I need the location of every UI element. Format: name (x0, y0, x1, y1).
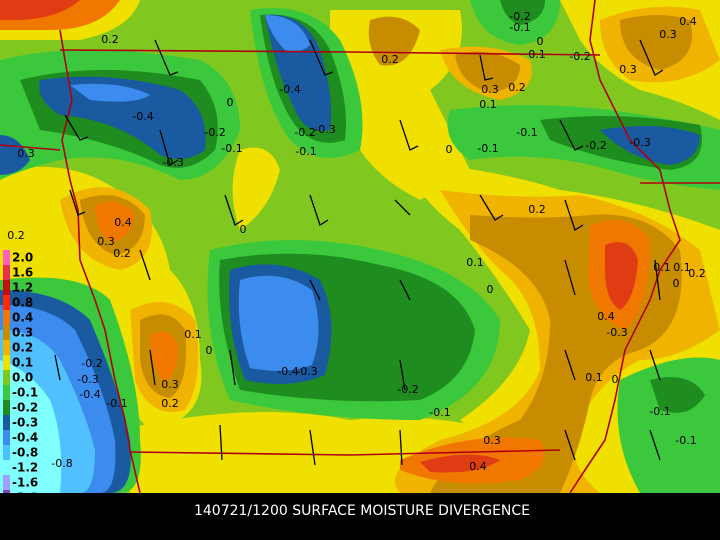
contour-label: -0.1 (221, 142, 242, 155)
legend-swatch (3, 445, 10, 460)
contour-label: 0.2 (528, 203, 546, 216)
legend-swatch (3, 460, 10, 475)
contour-label: -0.3 (296, 365, 317, 378)
contour-label: 0 (612, 373, 619, 386)
contour-label: 0.2 (688, 267, 706, 280)
contour-label: 0.3 (481, 83, 499, 96)
legend-label: -0.4 (12, 431, 38, 445)
legend-swatch (3, 340, 10, 355)
legend-swatch (3, 250, 10, 265)
contour-label: -0.2 (397, 383, 418, 396)
contour-label: 0 (537, 35, 544, 48)
legend-swatch (3, 475, 10, 490)
legend-label: 1.6 (12, 266, 33, 280)
contour-label: 0.4 (597, 310, 615, 323)
contour-label: -0.2 (294, 126, 315, 139)
contour-label: 0 (240, 223, 247, 236)
contour-label: -0.1 (106, 397, 127, 410)
contour-label: -0.2 (569, 50, 590, 63)
contour-label: -0.3 (162, 156, 183, 169)
contour-label: -0.1 (675, 434, 696, 447)
legend-swatch (3, 400, 10, 415)
contour-label: 0.3 (483, 434, 501, 447)
color-legend: 2.01.61.20.80.40.30.20.10.0-0.1-0.2-0.3-… (3, 250, 38, 505)
legend-label: 0.1 (12, 356, 33, 370)
map-title: 140721/1200 SURFACE MOISTURE DIVERGENCE (194, 503, 530, 519)
contour-label: -0.4 (132, 110, 153, 123)
contour-label: -0.3 (606, 326, 627, 339)
legend-label: -0.3 (12, 416, 38, 430)
legend-label: -0.8 (12, 446, 38, 460)
contour-label: -0.2 (509, 10, 530, 23)
contour-label: 0.1 (673, 261, 691, 274)
contour-label: -0.1 (516, 126, 537, 139)
contour-label: 0 (206, 344, 213, 357)
contour-label: -0.1 (649, 405, 670, 418)
legend-swatch (3, 415, 10, 430)
contour-label: -0.4 (79, 388, 100, 401)
contour-label: 0 (487, 283, 494, 296)
legend-swatch (3, 325, 10, 340)
contour-label: 0.3 (17, 147, 35, 160)
legend-label: 0.3 (12, 326, 33, 340)
legend-label: 1.2 (12, 281, 33, 295)
contour-label: 0.3 (619, 63, 637, 76)
legend-swatch (3, 355, 10, 370)
legend-label: 0.4 (12, 311, 33, 325)
contour-labels: -0.2-0.100.1 -0.20.30.30.40.2-0.4-0.4-0.3… (7, 10, 706, 473)
legend-label: -0.2 (12, 401, 38, 415)
contour-label: 0.1 (585, 371, 603, 384)
contour-label: -0.1 (477, 142, 498, 155)
contour-label: -0.3 (314, 123, 335, 136)
legend-swatch (3, 280, 10, 295)
contour-label: 0.2 (7, 229, 25, 242)
legend-swatch (3, 430, 10, 445)
contour-label: -0.1 (429, 406, 450, 419)
contour-label: 0.2 (381, 53, 399, 66)
legend-swatch (3, 310, 10, 325)
contour-label: 0 (446, 143, 453, 156)
contour-label: -0.1 (295, 145, 316, 158)
contour-label: 0.4 (679, 15, 697, 28)
legend-swatch (3, 385, 10, 400)
contour-label: 0 (227, 96, 234, 109)
contour-label: -0.2 (81, 357, 102, 370)
legend-label: 0.2 (12, 341, 33, 355)
contour-label: 0.3 (97, 235, 115, 248)
contour-label: 0.1 (653, 261, 671, 274)
contour-label: 0 (673, 277, 680, 290)
legend-swatch (3, 295, 10, 310)
legend-label: 0.8 (12, 296, 33, 310)
contour-label: 0.2 (161, 397, 179, 410)
contour-label: -0.8 (51, 457, 72, 470)
contour-label: -0.2 (585, 139, 606, 152)
legend-label: 0.0 (12, 371, 33, 385)
contour-label: -0.4 (277, 365, 298, 378)
contour-label: 0.2 (101, 33, 119, 46)
contour-label: -0.2 (204, 126, 225, 139)
contour-label: 0.4 (469, 460, 487, 473)
contour-label: 0.2 (113, 247, 131, 260)
contour-label: 0.1 (528, 48, 546, 61)
title-bar (0, 493, 720, 540)
field (0, 0, 720, 494)
contour-label: 0.3 (161, 378, 179, 391)
legend-swatch (3, 370, 10, 385)
contour-label: 0.3 (659, 28, 677, 41)
contour-label: -0.4 (279, 83, 300, 96)
contour-label: 0.2 (508, 81, 526, 94)
contour-label: -0.1 (509, 21, 530, 34)
contour-label: 0.1 (466, 256, 484, 269)
legend-label: -1.2 (12, 461, 38, 475)
legend-label: 2.0 (12, 251, 33, 265)
contour-label: 0.4 (114, 216, 132, 229)
contour-label: -0.3 (77, 373, 98, 386)
legend-label: -1.6 (12, 476, 38, 490)
contour-label: 0.1 (479, 98, 497, 111)
legend-swatch (3, 265, 10, 280)
contour-label: 0.1 (184, 328, 202, 341)
contour-label: -0.3 (629, 136, 650, 149)
legend-label: -0.1 (12, 386, 38, 400)
